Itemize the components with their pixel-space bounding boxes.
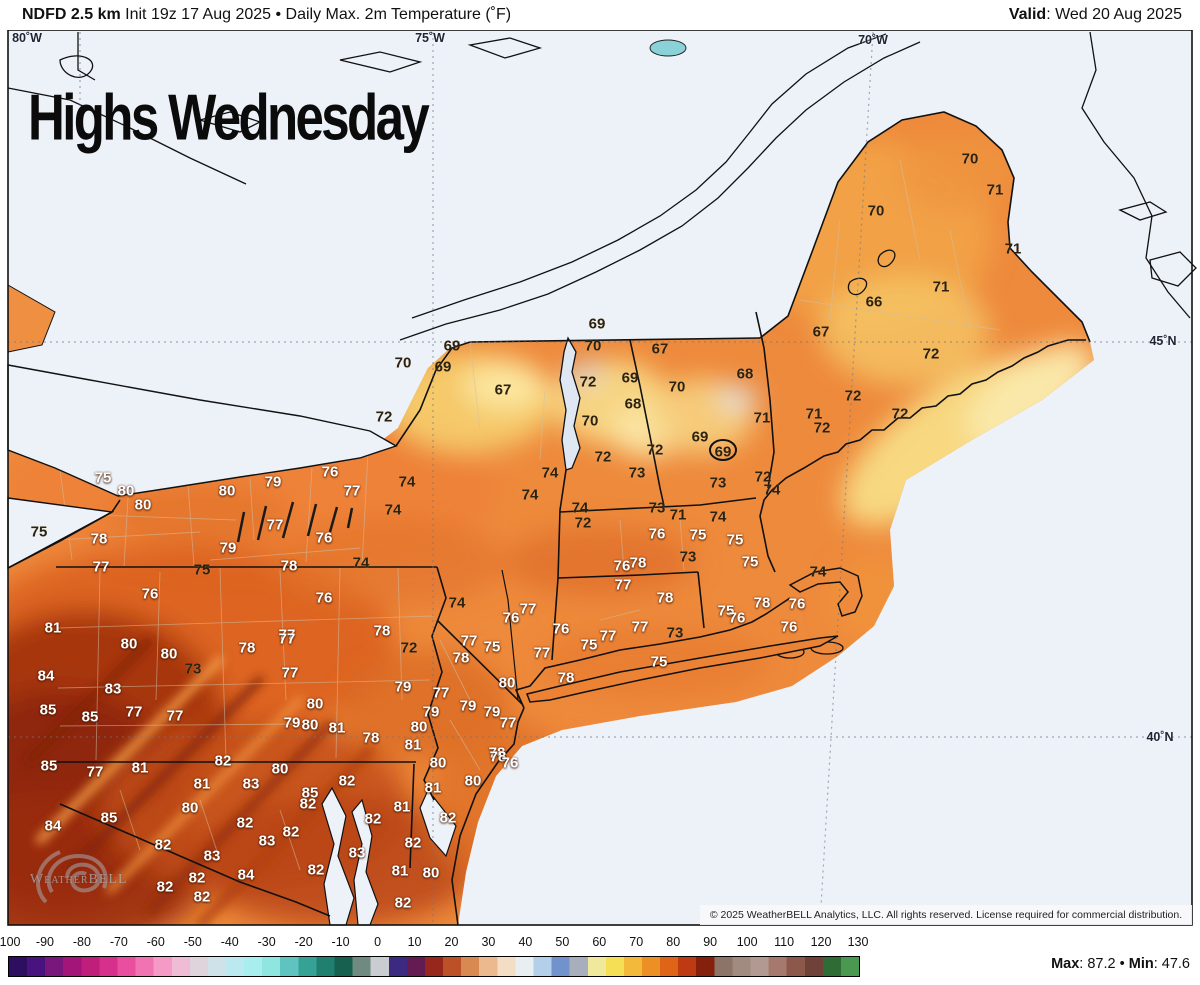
copyright-notice: © 2025 WeatherBELL Analytics, LLC. All r…: [700, 905, 1192, 925]
colorbar-tick-label: 60: [592, 935, 607, 949]
colorbar-tick-label: -80: [72, 935, 91, 949]
coastline: [7, 339, 1086, 926]
colorbar-ticks: -100-90-80-70-60-50-40-30-20-10010203040…: [0, 935, 868, 949]
footer-bar: -100-90-80-70-60-50-40-30-20-10010203040…: [0, 926, 1200, 985]
ridge-texture: [27, 637, 374, 925]
lake-ontario: [7, 364, 398, 497]
colorbar: [8, 956, 860, 977]
colorbar-tick-label: 100: [736, 935, 758, 949]
colorbar-tick-label: -20: [294, 935, 313, 949]
cape-cod: [788, 567, 863, 617]
colorbar-tick-label: 10: [407, 935, 422, 949]
colorbar-tick-label: 0: [374, 935, 382, 949]
header-bar: NDFD 2.5 km Init 19z 17 Aug 2025 • Daily…: [0, 0, 1200, 30]
product-title: NDFD 2.5 km Init 19z 17 Aug 2025 • Daily…: [22, 6, 512, 23]
colorbar-tick-label: -50: [183, 935, 202, 949]
colorbar-tick-label: 90: [703, 935, 718, 949]
colorbar-tick-label: -40: [220, 935, 239, 949]
colorbar-tick-label: -100: [0, 935, 21, 949]
lake-champlain: [559, 336, 581, 471]
colorbar-tick-label: 130: [847, 935, 869, 949]
colorbar-tick-label: 50: [555, 935, 570, 949]
colorbar-tick-label: 120: [810, 935, 832, 949]
colorbar-tick-label: -60: [146, 935, 165, 949]
summit-circle: [709, 439, 737, 461]
colorbar-tick-label: 110: [774, 935, 795, 949]
logo-wordmark: WeatherBELL: [30, 872, 128, 887]
colorbar-tick-label: 40: [518, 935, 533, 949]
colorbar-tick-label: -10: [331, 935, 350, 949]
canada-outlines: [7, 31, 1197, 341]
long-island: [526, 635, 839, 703]
weatherbell-logo: WeatherBELL: [12, 848, 162, 910]
colorbar-tick-label: -90: [35, 935, 54, 949]
chesapeake-bay: [321, 786, 457, 926]
colorbar-tick-label: -30: [257, 935, 276, 949]
valid-time: Valid: Wed 20 Aug 2025: [1008, 6, 1182, 23]
colorbar-tick-label: 30: [481, 935, 496, 949]
state-borders: [56, 111, 1091, 917]
colorbar-tick-label: -70: [109, 935, 128, 949]
max-min-readout: Max: 87.2 • Min: 47.6: [1051, 956, 1190, 972]
logo-swirl-icon: [36, 850, 108, 904]
colorbar-tick-label: 80: [666, 935, 681, 949]
map-frame: [7, 29, 1193, 926]
headline-text: Highs Wednesday: [28, 81, 430, 154]
colorbar-tick-label: 20: [444, 935, 459, 949]
finger-lakes: [236, 501, 354, 543]
colorbar-tick-label: 70: [629, 935, 644, 949]
graticule: [8, 31, 1192, 924]
